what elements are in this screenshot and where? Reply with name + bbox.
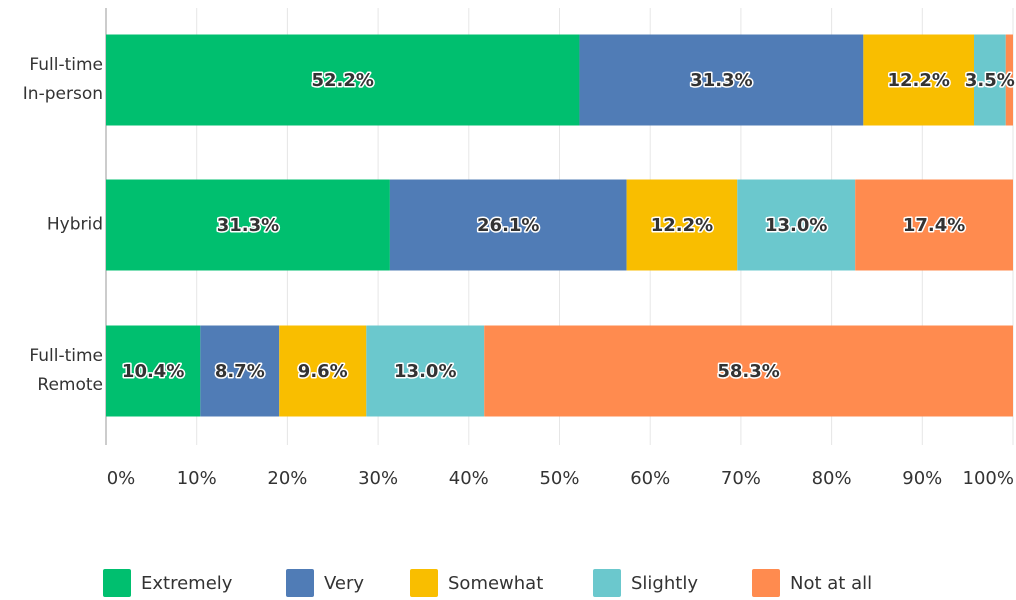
x-tick-label: 10% — [177, 468, 217, 489]
bar-segment — [279, 325, 367, 417]
category-label: Full-time In-person — [22, 55, 103, 104]
bar-segment — [579, 34, 864, 126]
legend-label: Somewhat — [448, 573, 543, 594]
x-tick-label: 60% — [630, 468, 670, 489]
legend-label: Extremely — [141, 573, 233, 594]
value-label: 52.2% — [312, 70, 374, 91]
value-label: 12.2% — [887, 70, 949, 91]
x-tick-label: 30% — [358, 468, 398, 489]
bar-segment — [200, 325, 280, 417]
value-label: 10.4% — [122, 361, 184, 382]
bar-segment — [737, 179, 856, 271]
bar-segment — [106, 325, 201, 417]
bar-segment — [855, 179, 1013, 271]
legend-label: Very — [324, 573, 364, 594]
x-tick-label: 0% — [107, 468, 136, 489]
x-tick-label: 50% — [539, 468, 579, 489]
legend-swatch — [752, 569, 780, 597]
bar-segment — [973, 34, 1006, 126]
legend-swatch — [103, 569, 131, 597]
legend-label: Slightly — [631, 573, 698, 594]
value-label: 31.3% — [690, 70, 752, 91]
x-tick-label: 90% — [902, 468, 942, 489]
bar-segment — [1005, 34, 1013, 126]
bar-segment — [863, 34, 974, 126]
x-tick-label: 40% — [449, 468, 489, 489]
legend-swatch — [593, 569, 621, 597]
value-label: 12.2% — [651, 215, 713, 236]
value-label: 13.0% — [765, 215, 827, 236]
x-tick-label: 20% — [267, 468, 307, 489]
legend-swatch — [410, 569, 438, 597]
x-tick-label: 80% — [812, 468, 852, 489]
bar-segment — [389, 179, 627, 271]
bar-segment — [626, 179, 738, 271]
bar-segment — [484, 325, 1013, 417]
value-label: 31.3% — [217, 215, 279, 236]
value-label: 26.1% — [477, 215, 539, 236]
value-label: 13.0% — [394, 361, 456, 382]
category-label: Hybrid — [46, 214, 103, 235]
legend-swatch — [286, 569, 314, 597]
bar-segment — [366, 325, 485, 417]
value-label: 58.3% — [717, 361, 779, 382]
legend-label: Not at all — [790, 573, 872, 594]
value-label: 9.6% — [298, 361, 348, 382]
x-tick-label: 70% — [721, 468, 761, 489]
category-label: Full-time Remote — [29, 346, 103, 395]
x-tick-label: 100% — [963, 468, 1014, 489]
value-label: 3.5% — [965, 70, 1015, 91]
bar-segment — [106, 179, 390, 271]
value-label: 8.7% — [215, 361, 265, 382]
bar-segment — [106, 34, 580, 126]
value-label: 17.4% — [903, 215, 965, 236]
